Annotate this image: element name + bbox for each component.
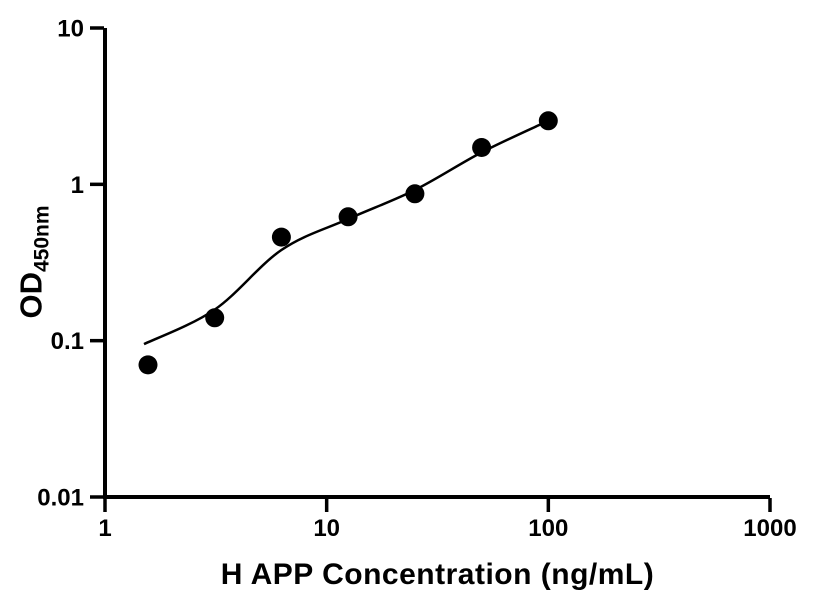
data-point bbox=[138, 355, 158, 375]
data-point bbox=[338, 207, 358, 227]
data-point bbox=[472, 138, 492, 157]
data-point bbox=[538, 111, 558, 131]
x-tick-label: 1000 bbox=[743, 515, 796, 542]
x-tick-label: 10 bbox=[313, 515, 340, 542]
y-axis-title-subscript: 450nm bbox=[30, 205, 54, 273]
x-axis-title: H APP Concentration (ng/mL) bbox=[220, 558, 655, 591]
y-tick-label: 10 bbox=[57, 16, 84, 43]
x-tick-label: 1 bbox=[98, 515, 111, 542]
data-point bbox=[205, 308, 225, 328]
y-axis-title-main: OD bbox=[13, 272, 49, 319]
y-tick-label: 0.01 bbox=[37, 485, 84, 512]
y-tick-label: 0.1 bbox=[51, 328, 84, 355]
data-point bbox=[271, 227, 291, 247]
data-point bbox=[405, 184, 425, 204]
x-tick-label: 100 bbox=[528, 515, 568, 542]
y-axis-title: OD450nm bbox=[13, 205, 54, 318]
y-tick-label: 1 bbox=[71, 172, 84, 199]
